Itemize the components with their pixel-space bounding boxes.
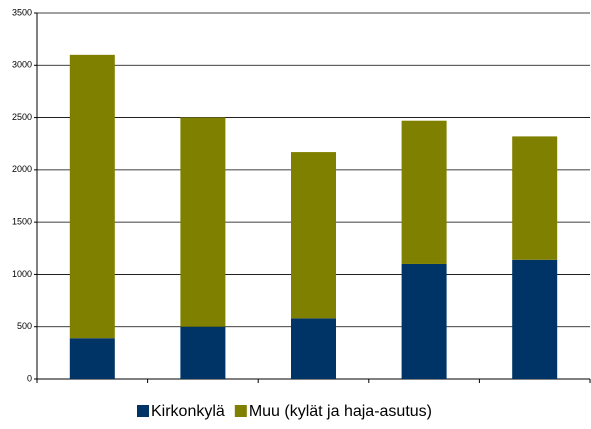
bar-segment	[291, 318, 336, 379]
y-tick-label: 2500	[12, 112, 32, 122]
y-tick-label: 1000	[12, 269, 32, 279]
bar-segment	[401, 263, 447, 379]
y-tick-label: 1500	[12, 217, 32, 227]
y-tick-label: 2000	[12, 164, 32, 174]
y-tick-label: 0	[27, 373, 32, 383]
bar-segment	[512, 259, 558, 379]
y-tick-label: 500	[17, 321, 32, 331]
legend-label: Kirkonkylä	[151, 403, 225, 420]
legend-label: Muu (kylät ja haja-asutus)	[249, 403, 432, 420]
y-tick-label: 3500	[12, 7, 32, 17]
bar-segment	[69, 54, 115, 339]
bar-segment	[180, 117, 226, 327]
bar-segment	[512, 136, 558, 260]
y-tick-label: 3000	[12, 60, 32, 70]
bar-segment	[69, 338, 115, 379]
legend-swatch	[234, 405, 247, 417]
bar-segment	[401, 120, 447, 264]
legend-swatch	[137, 405, 149, 417]
bar-segment	[291, 152, 336, 319]
bar-segment	[180, 326, 226, 379]
